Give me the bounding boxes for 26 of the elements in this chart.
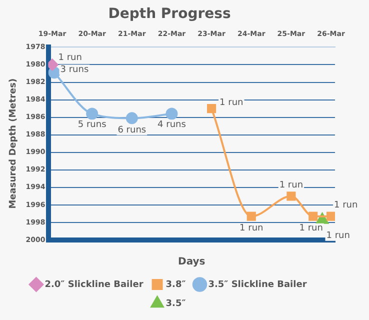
legend-label: 3.5″ — [166, 298, 186, 309]
legend-label: 3.5″ Slickline Bailer — [208, 280, 308, 290]
point — [207, 104, 216, 114]
annotation: 1 run — [299, 224, 323, 234]
point — [86, 108, 98, 120]
chart-title: Depth Progress — [108, 6, 231, 22]
point — [326, 212, 335, 221]
annotation: 3 runs — [60, 64, 89, 75]
annotation: 5 runs — [78, 120, 107, 130]
y-axis-title: Measured Depth (Metres) — [8, 78, 19, 209]
annotation: 1 run — [326, 231, 350, 242]
legend-label: 3.8″ — [166, 280, 186, 290]
annotation: 1 run — [58, 53, 82, 64]
point — [246, 212, 256, 221]
legend-label: 2.0″ Slickline Bailer — [44, 280, 144, 290]
x-axis-title: Days — [178, 256, 206, 268]
point — [166, 108, 178, 120]
annotation: 1 run — [279, 180, 304, 191]
annotation: 6 runs — [118, 126, 146, 136]
point — [286, 192, 296, 201]
annotation: 4 runs — [158, 120, 186, 130]
annotation: 1 run — [240, 224, 264, 234]
annotation: 1 run — [220, 98, 244, 108]
point — [126, 112, 138, 124]
point — [48, 58, 58, 71]
annotation: 1 run — [334, 200, 358, 211]
